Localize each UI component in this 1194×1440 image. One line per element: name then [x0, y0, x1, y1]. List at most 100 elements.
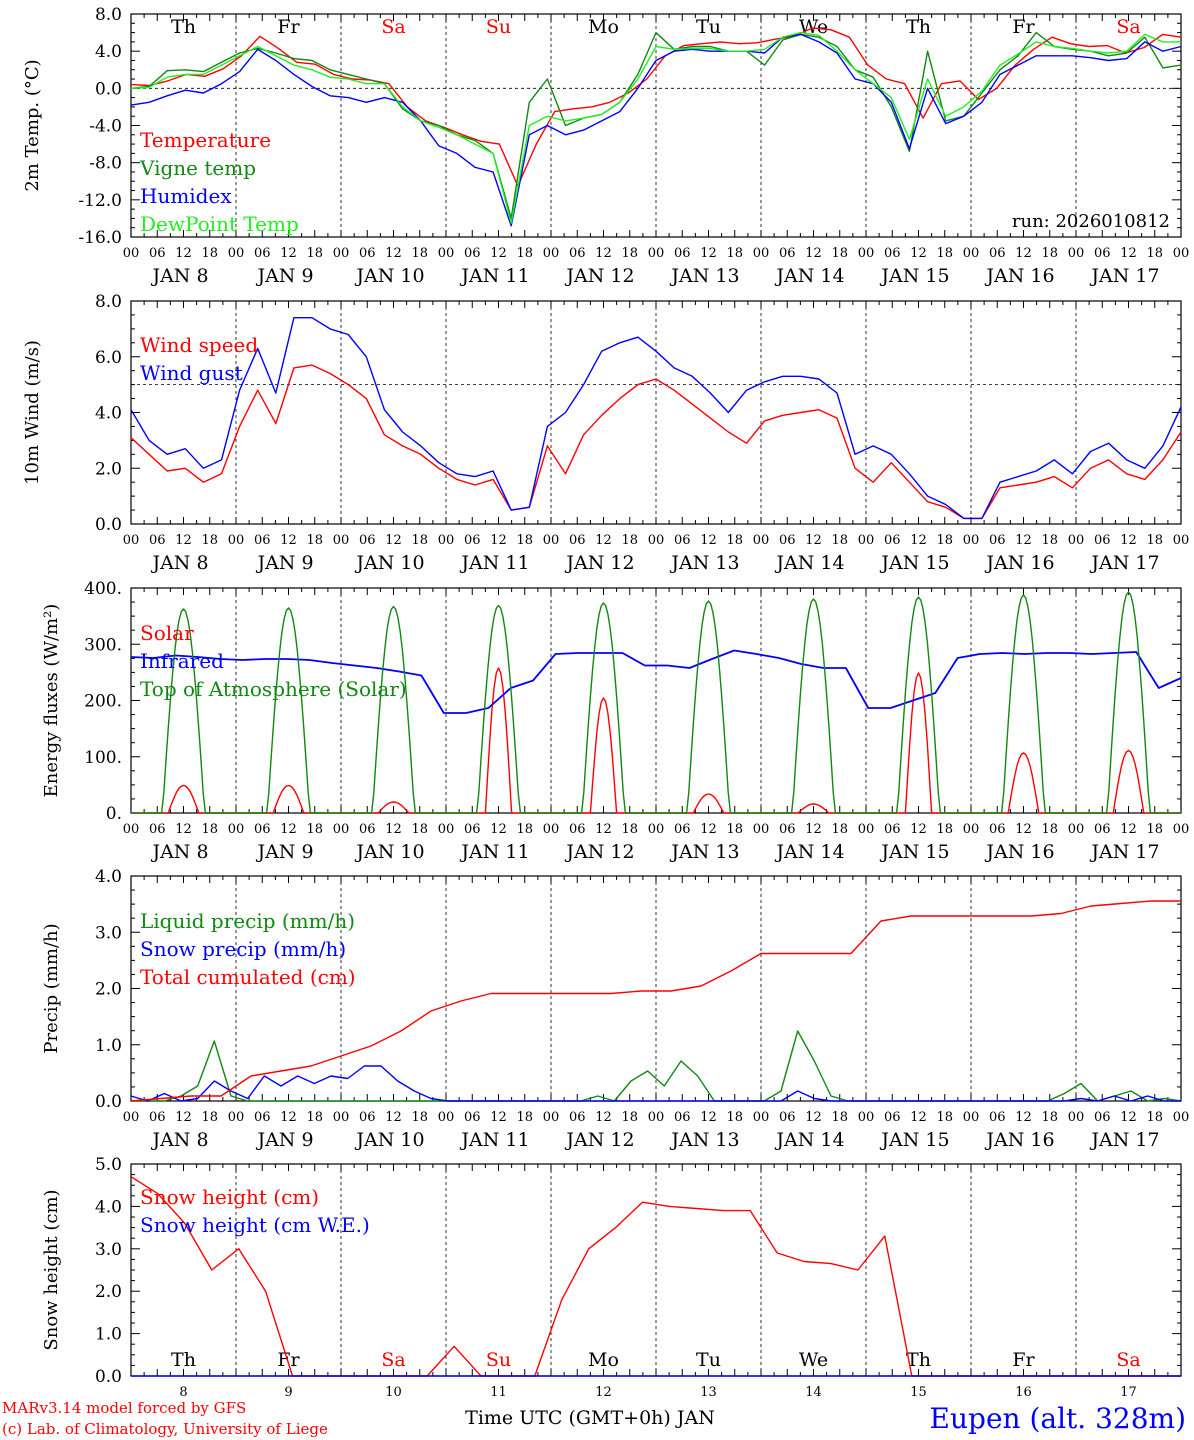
temp-x-hour-label: 06 — [1094, 246, 1111, 261]
precip-x-hour-label: 00 — [333, 1110, 350, 1125]
temp-day-name: Mo — [588, 16, 619, 38]
temp-x-hour-label: 18 — [621, 246, 638, 261]
snow-day-name: Fr — [1012, 1349, 1035, 1371]
wind-x-date-label: JAN 14 — [774, 552, 844, 574]
energy-x-hour-label: 06 — [254, 822, 271, 837]
wind-legend-entry: Wind speed — [140, 333, 258, 357]
wind-y-tick-label: 4.0 — [95, 404, 122, 424]
precip-x-hour-label: 12 — [1015, 1110, 1032, 1125]
energy-x-hour-label: 00 — [1173, 822, 1190, 837]
temp-x-hour-label: 18 — [1041, 246, 1058, 261]
snow-x-date-label: 12 — [595, 1385, 612, 1400]
wind-x-hour-label: 12 — [700, 533, 717, 548]
precip-x-hour-label: 06 — [149, 1110, 166, 1125]
temp-y-tick-label: -4.0 — [89, 117, 122, 137]
energy-y-tick-label: 400. — [84, 579, 122, 599]
wind-x-hour-label: 18 — [936, 533, 953, 548]
snow-y-tick-label: 1.0 — [95, 1325, 122, 1345]
energy-x-hour-label: 06 — [1094, 822, 1111, 837]
precip-x-date-label: JAN 8 — [150, 1129, 208, 1151]
temp-x-hour-label: 12 — [490, 246, 507, 261]
temp-y-tick-label: 4.0 — [95, 42, 122, 62]
precip-x-date-label: JAN 11 — [459, 1129, 529, 1151]
wind-x-hour-label: 18 — [726, 533, 743, 548]
wind-x-hour-label: 12 — [490, 533, 507, 548]
precip-x-hour-label: 00 — [228, 1110, 245, 1125]
wind-x-date-label: JAN 15 — [879, 552, 949, 574]
precip-y-axis-label: Precip (mm/h) — [41, 923, 62, 1053]
precip-x-hour-label: 06 — [569, 1110, 586, 1125]
energy-series-infrared — [130, 649, 1182, 714]
snow-x-date-label: 11 — [490, 1385, 507, 1400]
wind-x-hour-label: 06 — [359, 533, 376, 548]
precip-x-date-label: JAN 15 — [879, 1129, 949, 1151]
temp-day-name: Sa — [1116, 16, 1140, 38]
wind-x-hour-label: 06 — [779, 533, 796, 548]
snow-y-axis-label: Snow height (cm) — [41, 1189, 62, 1350]
energy-y-tick-label: 200. — [84, 692, 122, 712]
precip-legend-entry: Liquid precip (mm/h) — [140, 909, 355, 933]
energy-x-hour-label: 00 — [543, 822, 560, 837]
precip-y-tick-label: 3.0 — [95, 923, 122, 943]
temp-x-hour-label: 18 — [516, 246, 533, 261]
precip-legend-entry: Total cumulated (cm) — [140, 965, 356, 989]
precip-x-hour-label: 12 — [490, 1110, 507, 1125]
precip-series-total-cumulated-cm- — [130, 900, 1181, 1102]
snow-day-name: Su — [486, 1349, 511, 1371]
energy-x-hour-label: 12 — [595, 822, 612, 837]
energy-x-hour-label: 00 — [858, 822, 875, 837]
temp-y-tick-label: -16.0 — [78, 228, 122, 248]
wind-x-hour-label: 18 — [1041, 533, 1058, 548]
precip-x-hour-label: 06 — [989, 1110, 1006, 1125]
wind-y-tick-label: 6.0 — [95, 348, 122, 368]
temp-x-hour-label: 00 — [228, 246, 245, 261]
temp-y-axis-label: 2m Temp. (°C) — [22, 59, 43, 191]
temp-x-date-label: JAN 8 — [150, 265, 208, 287]
temp-x-hour-label: 06 — [254, 246, 271, 261]
temp-series-vigne-temp — [130, 31, 1182, 220]
wind-x-hour-label: 00 — [1173, 533, 1190, 548]
temp-x-hour-label: 18 — [726, 246, 743, 261]
precip-x-hour-label: 06 — [254, 1110, 271, 1125]
precip-x-hour-label: 06 — [674, 1110, 691, 1125]
temp-x-hour-label: 18 — [936, 246, 953, 261]
energy-x-date-label: JAN 10 — [354, 841, 424, 863]
energy-x-hour-label: 00 — [333, 822, 350, 837]
energy-x-hour-label: 00 — [753, 822, 770, 837]
precip-x-hour-label: 12 — [805, 1110, 822, 1125]
wind-x-hour-label: 00 — [858, 533, 875, 548]
wind-x-hour-label: 12 — [1015, 533, 1032, 548]
precip-x-hour-label: 18 — [201, 1110, 218, 1125]
wind-x-hour-label: 12 — [385, 533, 402, 548]
precip-x-date-label: JAN 14 — [774, 1129, 844, 1151]
temp-x-hour-label: 12 — [280, 246, 297, 261]
energy-legend-entry: Solar — [140, 621, 194, 645]
temp-x-hour-label: 06 — [884, 246, 901, 261]
temp-x-hour-label: 06 — [674, 246, 691, 261]
wind-x-hour-label: 00 — [648, 533, 665, 548]
wind-x-date-label: JAN 12 — [564, 552, 634, 574]
energy-x-hour-label: 18 — [726, 822, 743, 837]
precip-x-hour-label: 12 — [175, 1110, 192, 1125]
temp-x-date-label: JAN 15 — [879, 265, 949, 287]
energy-x-date-label: JAN 15 — [879, 841, 949, 863]
x-axis-title: Time UTC (GMT+0h) JAN — [465, 1407, 715, 1429]
energy-x-hour-label: 18 — [306, 822, 323, 837]
wind-x-date-label: JAN 8 — [150, 552, 208, 574]
wind-x-hour-label: 06 — [989, 533, 1006, 548]
wind-x-date-label: JAN 11 — [459, 552, 529, 574]
wind-y-tick-label: 8.0 — [95, 292, 122, 312]
wind-x-date-label: JAN 9 — [255, 552, 313, 574]
precip-x-hour-label: 12 — [1120, 1110, 1137, 1125]
energy-x-hour-label: 18 — [411, 822, 428, 837]
footer-model-credit: MARv3.14 model forced by GFS — [2, 1399, 246, 1417]
precip-x-date-label: JAN 12 — [564, 1129, 634, 1151]
temp-series-temperature — [130, 27, 1182, 187]
snow-x-date-label: 8 — [179, 1385, 187, 1400]
wind-x-hour-label: 00 — [333, 533, 350, 548]
energy-x-hour-label: 12 — [1015, 822, 1032, 837]
wind-x-hour-label: 00 — [228, 533, 245, 548]
energy-x-hour-label: 06 — [884, 822, 901, 837]
energy-x-date-label: JAN 8 — [150, 841, 208, 863]
